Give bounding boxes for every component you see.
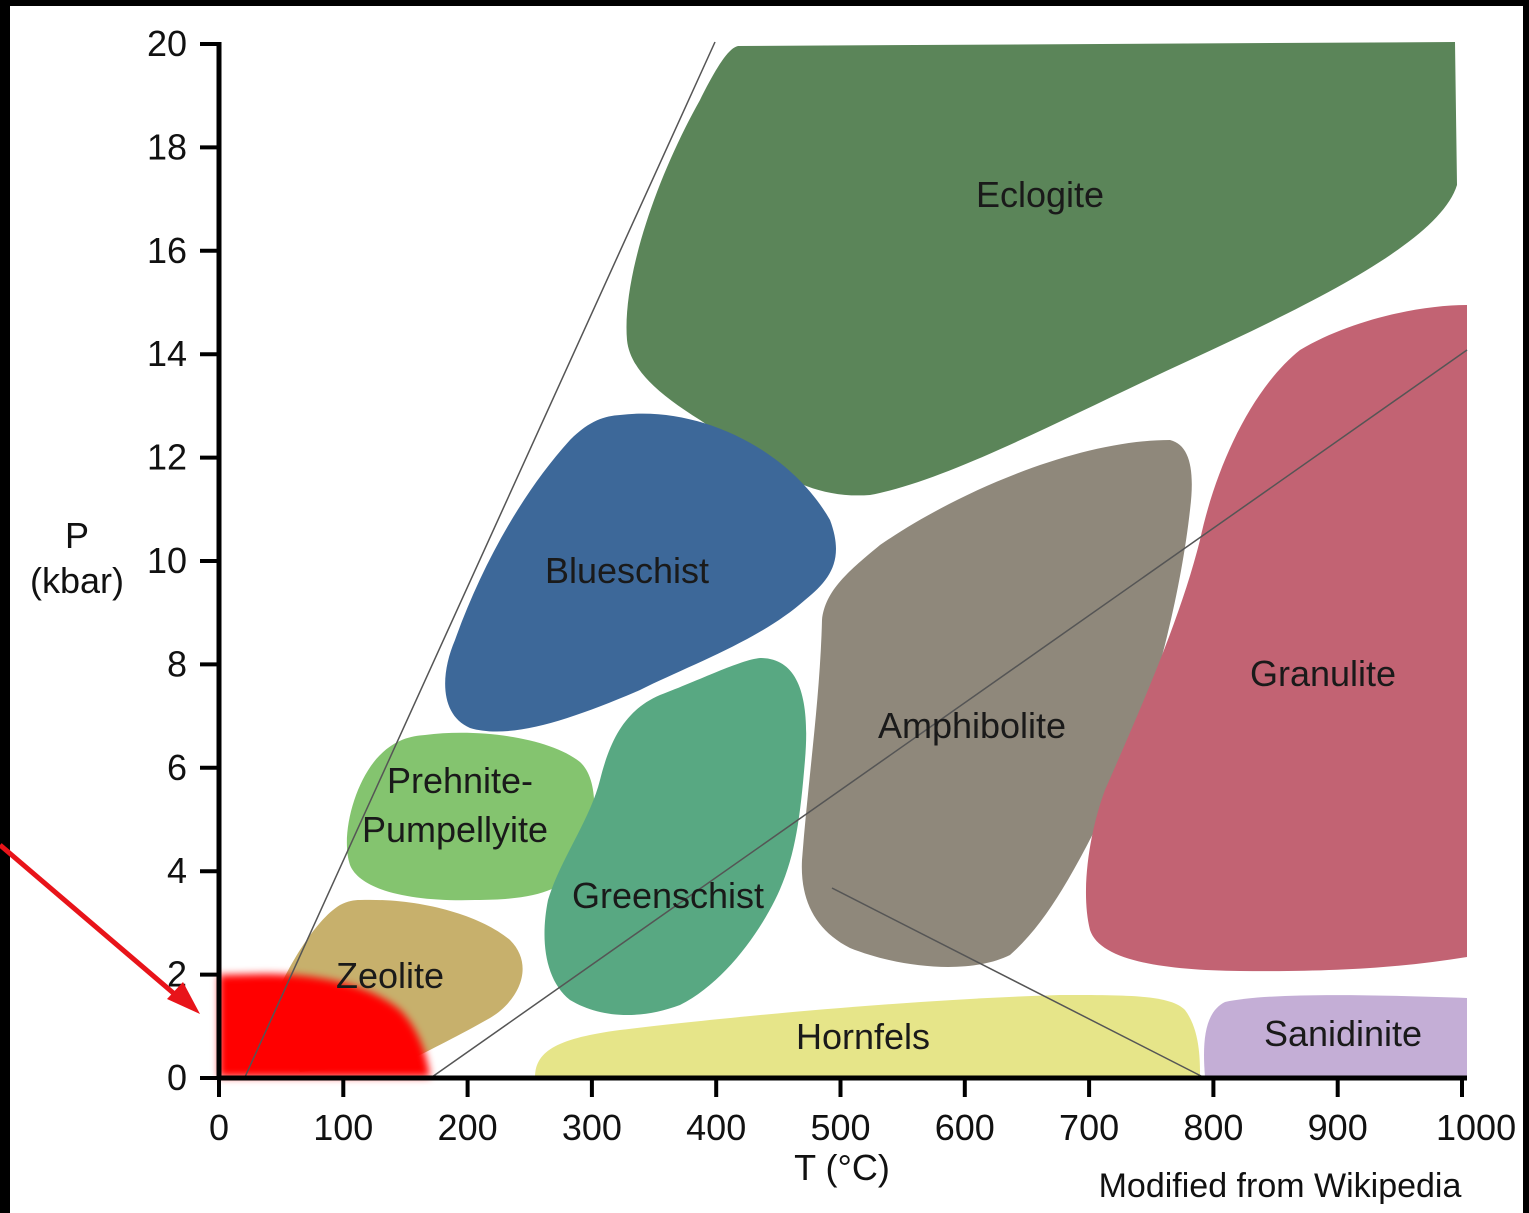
y-tick-label: 14 bbox=[147, 333, 187, 374]
sanidinite-label: Sanidinite bbox=[1264, 1013, 1422, 1054]
zeolite-label: Zeolite bbox=[336, 955, 444, 996]
geotherm-line bbox=[431, 349, 1468, 1078]
amphibolite-label: Amphibolite bbox=[878, 705, 1066, 746]
y-axis-title-p: P bbox=[65, 515, 89, 556]
y-axis-title-unit: (kbar) bbox=[30, 560, 124, 601]
x-axis-title: T (°C) bbox=[794, 1147, 890, 1188]
frame-border-top bbox=[0, 0, 1529, 6]
y-tick-label: 16 bbox=[147, 230, 187, 271]
x-tick-label: 600 bbox=[935, 1107, 995, 1148]
prehnite-pumpellyite-label-line2: Pumpellyite bbox=[362, 809, 548, 850]
y-tick-label: 0 bbox=[167, 1057, 187, 1098]
greenschist-label: Greenschist bbox=[572, 875, 764, 916]
x-tick-label: 800 bbox=[1183, 1107, 1243, 1148]
x-tick-label: 700 bbox=[1059, 1107, 1119, 1148]
greenschist-region bbox=[544, 658, 807, 1016]
granulite-region bbox=[1085, 305, 1467, 972]
hornfels-label: Hornfels bbox=[796, 1016, 930, 1057]
x-axis-ticks: 0 100 200 300 400 500 600 700 800 900 1000 bbox=[209, 1078, 1516, 1148]
granulite-label: Granulite bbox=[1250, 653, 1396, 694]
x-tick-label: 1000 bbox=[1436, 1107, 1516, 1148]
hornfels-region bbox=[535, 995, 1200, 1077]
x-tick-label: 0 bbox=[209, 1107, 229, 1148]
left-boundary-line bbox=[244, 41, 716, 1078]
pressure-boundary-line bbox=[831, 887, 1204, 1078]
y-tick-label: 4 bbox=[167, 850, 187, 891]
red-highlight-region bbox=[219, 974, 430, 1077]
y-tick-label: 10 bbox=[147, 540, 187, 581]
frame-border-left bbox=[0, 0, 10, 1213]
x-tick-label: 400 bbox=[686, 1107, 746, 1148]
eclogite-region bbox=[626, 42, 1457, 496]
eclogite-label: Eclogite bbox=[976, 174, 1104, 215]
y-tick-label: 12 bbox=[147, 437, 187, 478]
blueschist-label: Blueschist bbox=[545, 550, 709, 591]
x-tick-label: 300 bbox=[562, 1107, 622, 1148]
red-arrow-icon bbox=[0, 843, 200, 1014]
prehnite-pumpellyite-region bbox=[346, 732, 595, 901]
blueschist-region bbox=[445, 413, 836, 732]
frame-border-right bbox=[1523, 0, 1529, 1213]
y-tick-label: 18 bbox=[147, 126, 187, 167]
x-tick-label: 900 bbox=[1308, 1107, 1368, 1148]
x-tick-label: 100 bbox=[313, 1107, 373, 1148]
x-tick-label: 500 bbox=[810, 1107, 870, 1148]
y-tick-label: 6 bbox=[167, 747, 187, 788]
sanidinite-region bbox=[1204, 995, 1467, 1077]
amphibolite-region bbox=[801, 440, 1192, 967]
x-tick-label: 200 bbox=[438, 1107, 498, 1148]
prehnite-pumpellyite-label-line1: Prehnite- bbox=[387, 760, 533, 801]
y-tick-label: 8 bbox=[167, 643, 187, 684]
source-credit: Modified from Wikipedia bbox=[1099, 1167, 1462, 1205]
y-tick-label: 20 bbox=[147, 23, 187, 64]
